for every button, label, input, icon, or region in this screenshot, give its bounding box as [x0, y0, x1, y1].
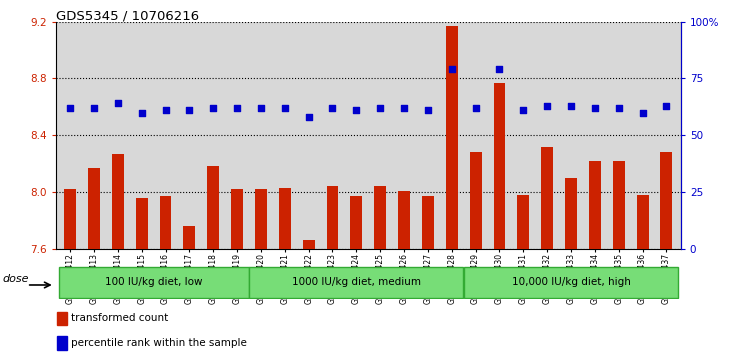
Bar	[135, 197, 147, 249]
Point	[493, 66, 505, 72]
Bar	[112, 154, 124, 249]
Bar	[565, 178, 577, 249]
Bar	[255, 189, 267, 249]
Text: dose: dose	[3, 274, 29, 285]
Bar	[303, 240, 315, 249]
FancyBboxPatch shape	[464, 267, 678, 298]
Bar	[159, 196, 171, 249]
Point	[541, 103, 553, 109]
Point	[565, 103, 577, 109]
Point	[279, 105, 291, 111]
Bar	[398, 191, 410, 249]
Bar	[374, 186, 386, 249]
Point	[589, 105, 601, 111]
Bar	[661, 152, 673, 249]
Text: transformed count: transformed count	[71, 314, 169, 323]
Point	[661, 103, 673, 109]
Bar	[279, 188, 291, 249]
Point	[112, 101, 124, 106]
Bar	[541, 147, 553, 249]
Text: 100 IU/kg diet, low: 100 IU/kg diet, low	[105, 277, 202, 286]
Point	[350, 107, 362, 113]
Point	[327, 105, 339, 111]
FancyBboxPatch shape	[249, 267, 464, 298]
Bar	[231, 189, 243, 249]
Point	[446, 66, 458, 72]
Bar	[493, 83, 505, 249]
Point	[613, 105, 625, 111]
Bar	[422, 196, 434, 249]
Bar	[64, 189, 76, 249]
Point	[64, 105, 76, 111]
Text: GDS5345 / 10706216: GDS5345 / 10706216	[56, 9, 199, 22]
Bar	[637, 195, 649, 249]
Point	[159, 107, 171, 113]
Bar	[469, 152, 481, 249]
Bar	[517, 195, 529, 249]
Point	[517, 107, 529, 113]
Bar	[57, 312, 67, 325]
Bar	[208, 166, 219, 249]
Point	[208, 105, 219, 111]
Bar	[446, 26, 458, 249]
Point	[88, 105, 100, 111]
Bar	[57, 337, 67, 350]
Point	[398, 105, 410, 111]
Point	[469, 105, 481, 111]
Bar	[88, 168, 100, 249]
Point	[422, 107, 434, 113]
Point	[303, 114, 315, 120]
Bar	[184, 226, 196, 249]
Text: 1000 IU/kg diet, medium: 1000 IU/kg diet, medium	[292, 277, 421, 286]
Bar	[613, 161, 625, 249]
Point	[637, 110, 649, 115]
Point	[374, 105, 386, 111]
Bar	[350, 196, 362, 249]
Bar	[327, 186, 339, 249]
Text: 10,000 IU/kg diet, high: 10,000 IU/kg diet, high	[512, 277, 630, 286]
Point	[184, 107, 196, 113]
Point	[135, 110, 147, 115]
Point	[255, 105, 267, 111]
Bar	[589, 161, 601, 249]
FancyBboxPatch shape	[59, 267, 248, 298]
Point	[231, 105, 243, 111]
Text: percentile rank within the sample: percentile rank within the sample	[71, 338, 247, 348]
